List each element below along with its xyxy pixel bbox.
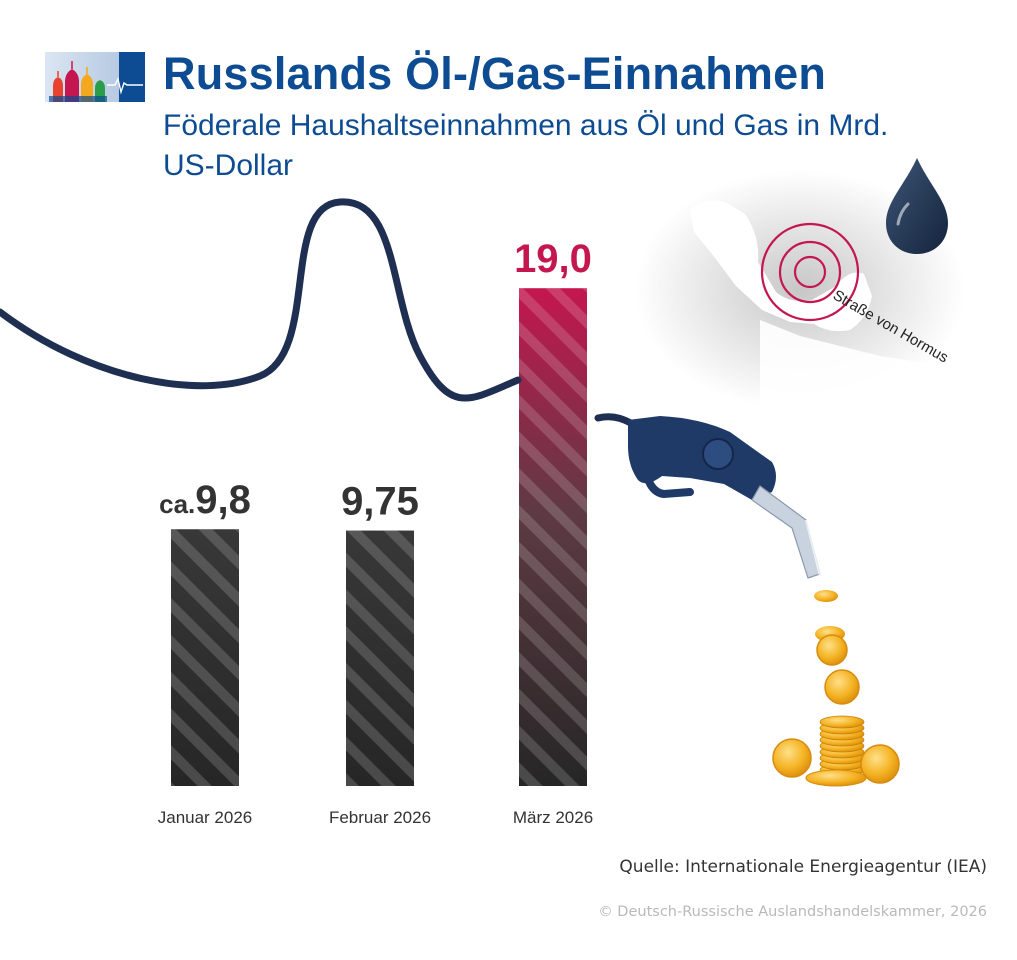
kremlin-logo-icon	[45, 52, 145, 102]
bar-1-stripes	[171, 529, 239, 786]
hormuz-target-rings	[760, 222, 860, 322]
value-label-2: 9,75	[341, 480, 419, 524]
hormuz-map-icon	[635, 170, 965, 420]
oil-drop-icon	[886, 158, 948, 254]
value-label-prefix: ca.	[159, 489, 195, 519]
copyright-note: © Deutsch-Russische Auslandshandelskamme…	[598, 904, 987, 920]
source-note: Quelle: Internationale Energieagentur (I…	[619, 857, 987, 877]
category-label-3: März 2026	[513, 808, 593, 827]
bar-3-stripes	[519, 288, 587, 786]
category-label-2: Februar 2026	[329, 808, 431, 827]
fuel-nozzle-icon	[628, 416, 821, 579]
value-label-3: 19,0	[514, 237, 592, 281]
bar-2-stripes	[346, 530, 414, 786]
value-label-1: ca.9,8	[159, 478, 251, 522]
chart-title: Russlands Öl-/Gas-Einnahmen	[163, 48, 827, 99]
bar-series: ca.9,8 Januar 2026 9,75 Februar 2026 19,0 Mär…	[158, 237, 593, 827]
category-label-1: Januar 2026	[158, 808, 253, 827]
gold-coins-icon	[772, 590, 900, 787]
chart-subtitle: Föderale Haushaltseinnahmen aus Öl und G…	[163, 109, 889, 182]
